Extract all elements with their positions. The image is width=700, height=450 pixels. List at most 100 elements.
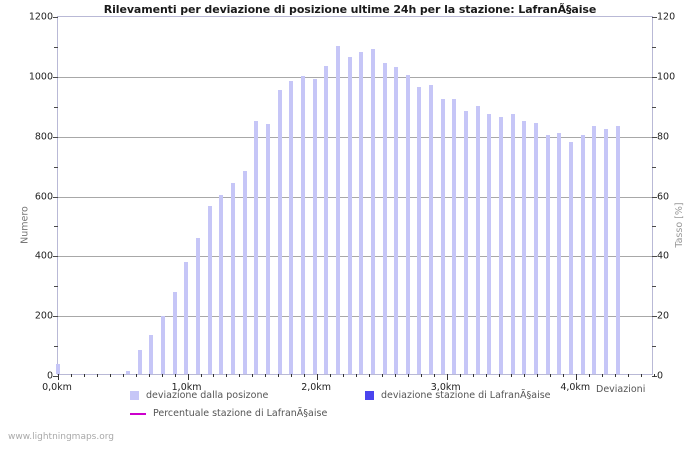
bar — [382, 62, 387, 374]
x-tick-major — [576, 374, 578, 380]
bar — [335, 46, 340, 374]
y-tick-major-right — [652, 136, 657, 138]
x-tick-minor — [563, 374, 565, 377]
bar — [184, 261, 189, 374]
y-axis-left-label: 400 — [34, 250, 53, 262]
y-tick-minor-right — [652, 106, 656, 108]
bar — [195, 237, 200, 374]
bar — [440, 98, 445, 374]
chart-title: Rilevamenti per deviazione di posizione … — [103, 3, 597, 16]
y-axis-left-label: 600 — [34, 191, 53, 202]
bar — [522, 121, 527, 374]
bar — [265, 124, 270, 374]
bar — [499, 116, 504, 374]
bar — [347, 56, 352, 374]
bar — [289, 80, 294, 374]
bar — [452, 98, 457, 374]
bar — [417, 86, 422, 374]
x-tick-minor — [278, 374, 280, 377]
x-tick-minor — [433, 374, 435, 377]
x-tick-major — [446, 374, 448, 380]
y-axis-title-left: Numero — [19, 206, 31, 244]
legend-box-swatch-icon — [365, 391, 374, 400]
x-tick-minor — [148, 374, 150, 377]
legend-label: Percentuale stazione di LafranÃ§aise — [153, 408, 328, 419]
bar — [359, 52, 364, 374]
legend-item[interactable]: deviazione dalla posizone — [130, 390, 268, 401]
y-axis-left-label: 800 — [34, 131, 53, 143]
bar — [557, 133, 562, 374]
y-axis-left-label: 200 — [34, 310, 53, 322]
bar — [254, 121, 259, 374]
x-tick-minor — [589, 374, 591, 377]
legend-item[interactable]: Percentuale stazione di LafranÃ§aise — [130, 408, 327, 419]
x-tick-minor — [628, 374, 630, 377]
y-tick-minor — [54, 226, 58, 228]
x-tick-minor — [641, 374, 643, 377]
y-axis-right-label: 40 — [657, 250, 670, 262]
gridline — [58, 256, 652, 258]
bar — [242, 170, 247, 374]
x-tick-minor — [420, 374, 422, 377]
x-tick-minor — [70, 374, 72, 377]
bar — [370, 49, 375, 374]
bar — [592, 125, 597, 374]
y-tick-minor — [54, 106, 58, 108]
y-axis-right-label: 20 — [657, 310, 670, 322]
bar — [580, 134, 585, 374]
bar — [160, 315, 165, 374]
x-tick-minor — [615, 374, 617, 377]
x-tick-minor — [83, 374, 85, 377]
x-tick-minor — [524, 374, 526, 377]
x-tick-minor — [343, 374, 345, 377]
y-axis-title-right: Tasso [%] — [673, 202, 685, 248]
y-axis-left-label: 1000 — [28, 71, 53, 83]
legend-box-swatch-icon — [130, 391, 139, 400]
y-tick-major-right — [652, 17, 657, 18]
x-tick-minor — [161, 374, 163, 377]
x-tick-minor — [291, 374, 293, 377]
x-tick-minor — [239, 374, 241, 377]
x-tick-minor — [485, 374, 487, 377]
x-tick-minor — [200, 374, 202, 377]
x-tick-minor — [330, 374, 332, 377]
gridline — [58, 136, 652, 138]
x-tick-minor — [394, 374, 396, 377]
bar — [394, 67, 399, 374]
bar — [137, 350, 142, 374]
x-axis-label: 0,0km — [42, 382, 72, 393]
x-tick-minor — [498, 374, 500, 377]
x-tick-minor — [213, 374, 215, 377]
bar — [475, 106, 480, 374]
gridline — [58, 196, 652, 198]
x-axis-label: 4,0km — [560, 382, 591, 393]
y-axis-right-label: 60 — [657, 191, 670, 202]
y-tick-minor — [54, 46, 58, 48]
bar — [312, 79, 317, 374]
y-axis-left-label: 0 — [46, 370, 53, 382]
gridline — [58, 76, 652, 78]
bar — [149, 335, 154, 374]
legend-item[interactable]: deviazione stazione di LafranÃ§aise — [365, 390, 551, 401]
y-tick-minor — [54, 286, 58, 288]
y-tick-major-right — [652, 256, 657, 258]
x-tick-minor — [356, 374, 357, 377]
bar — [172, 291, 177, 374]
x-tick-minor — [265, 374, 267, 377]
bar — [487, 113, 492, 374]
x-tick-minor — [368, 374, 370, 377]
x-tick-minor — [226, 374, 228, 377]
x-tick-minor — [459, 374, 461, 377]
bar — [545, 134, 550, 374]
bar — [219, 194, 224, 374]
x-tick-minor — [537, 374, 539, 377]
bar — [207, 206, 212, 374]
y-tick-major — [53, 316, 58, 318]
bar — [569, 142, 574, 374]
y-tick-major-right — [652, 76, 657, 78]
x-axis-label: 1,0km — [171, 382, 202, 393]
y-axis-left-label: 1200 — [28, 11, 53, 23]
x-tick-major — [187, 374, 189, 380]
y-axis-right-label: 80 — [657, 131, 670, 143]
